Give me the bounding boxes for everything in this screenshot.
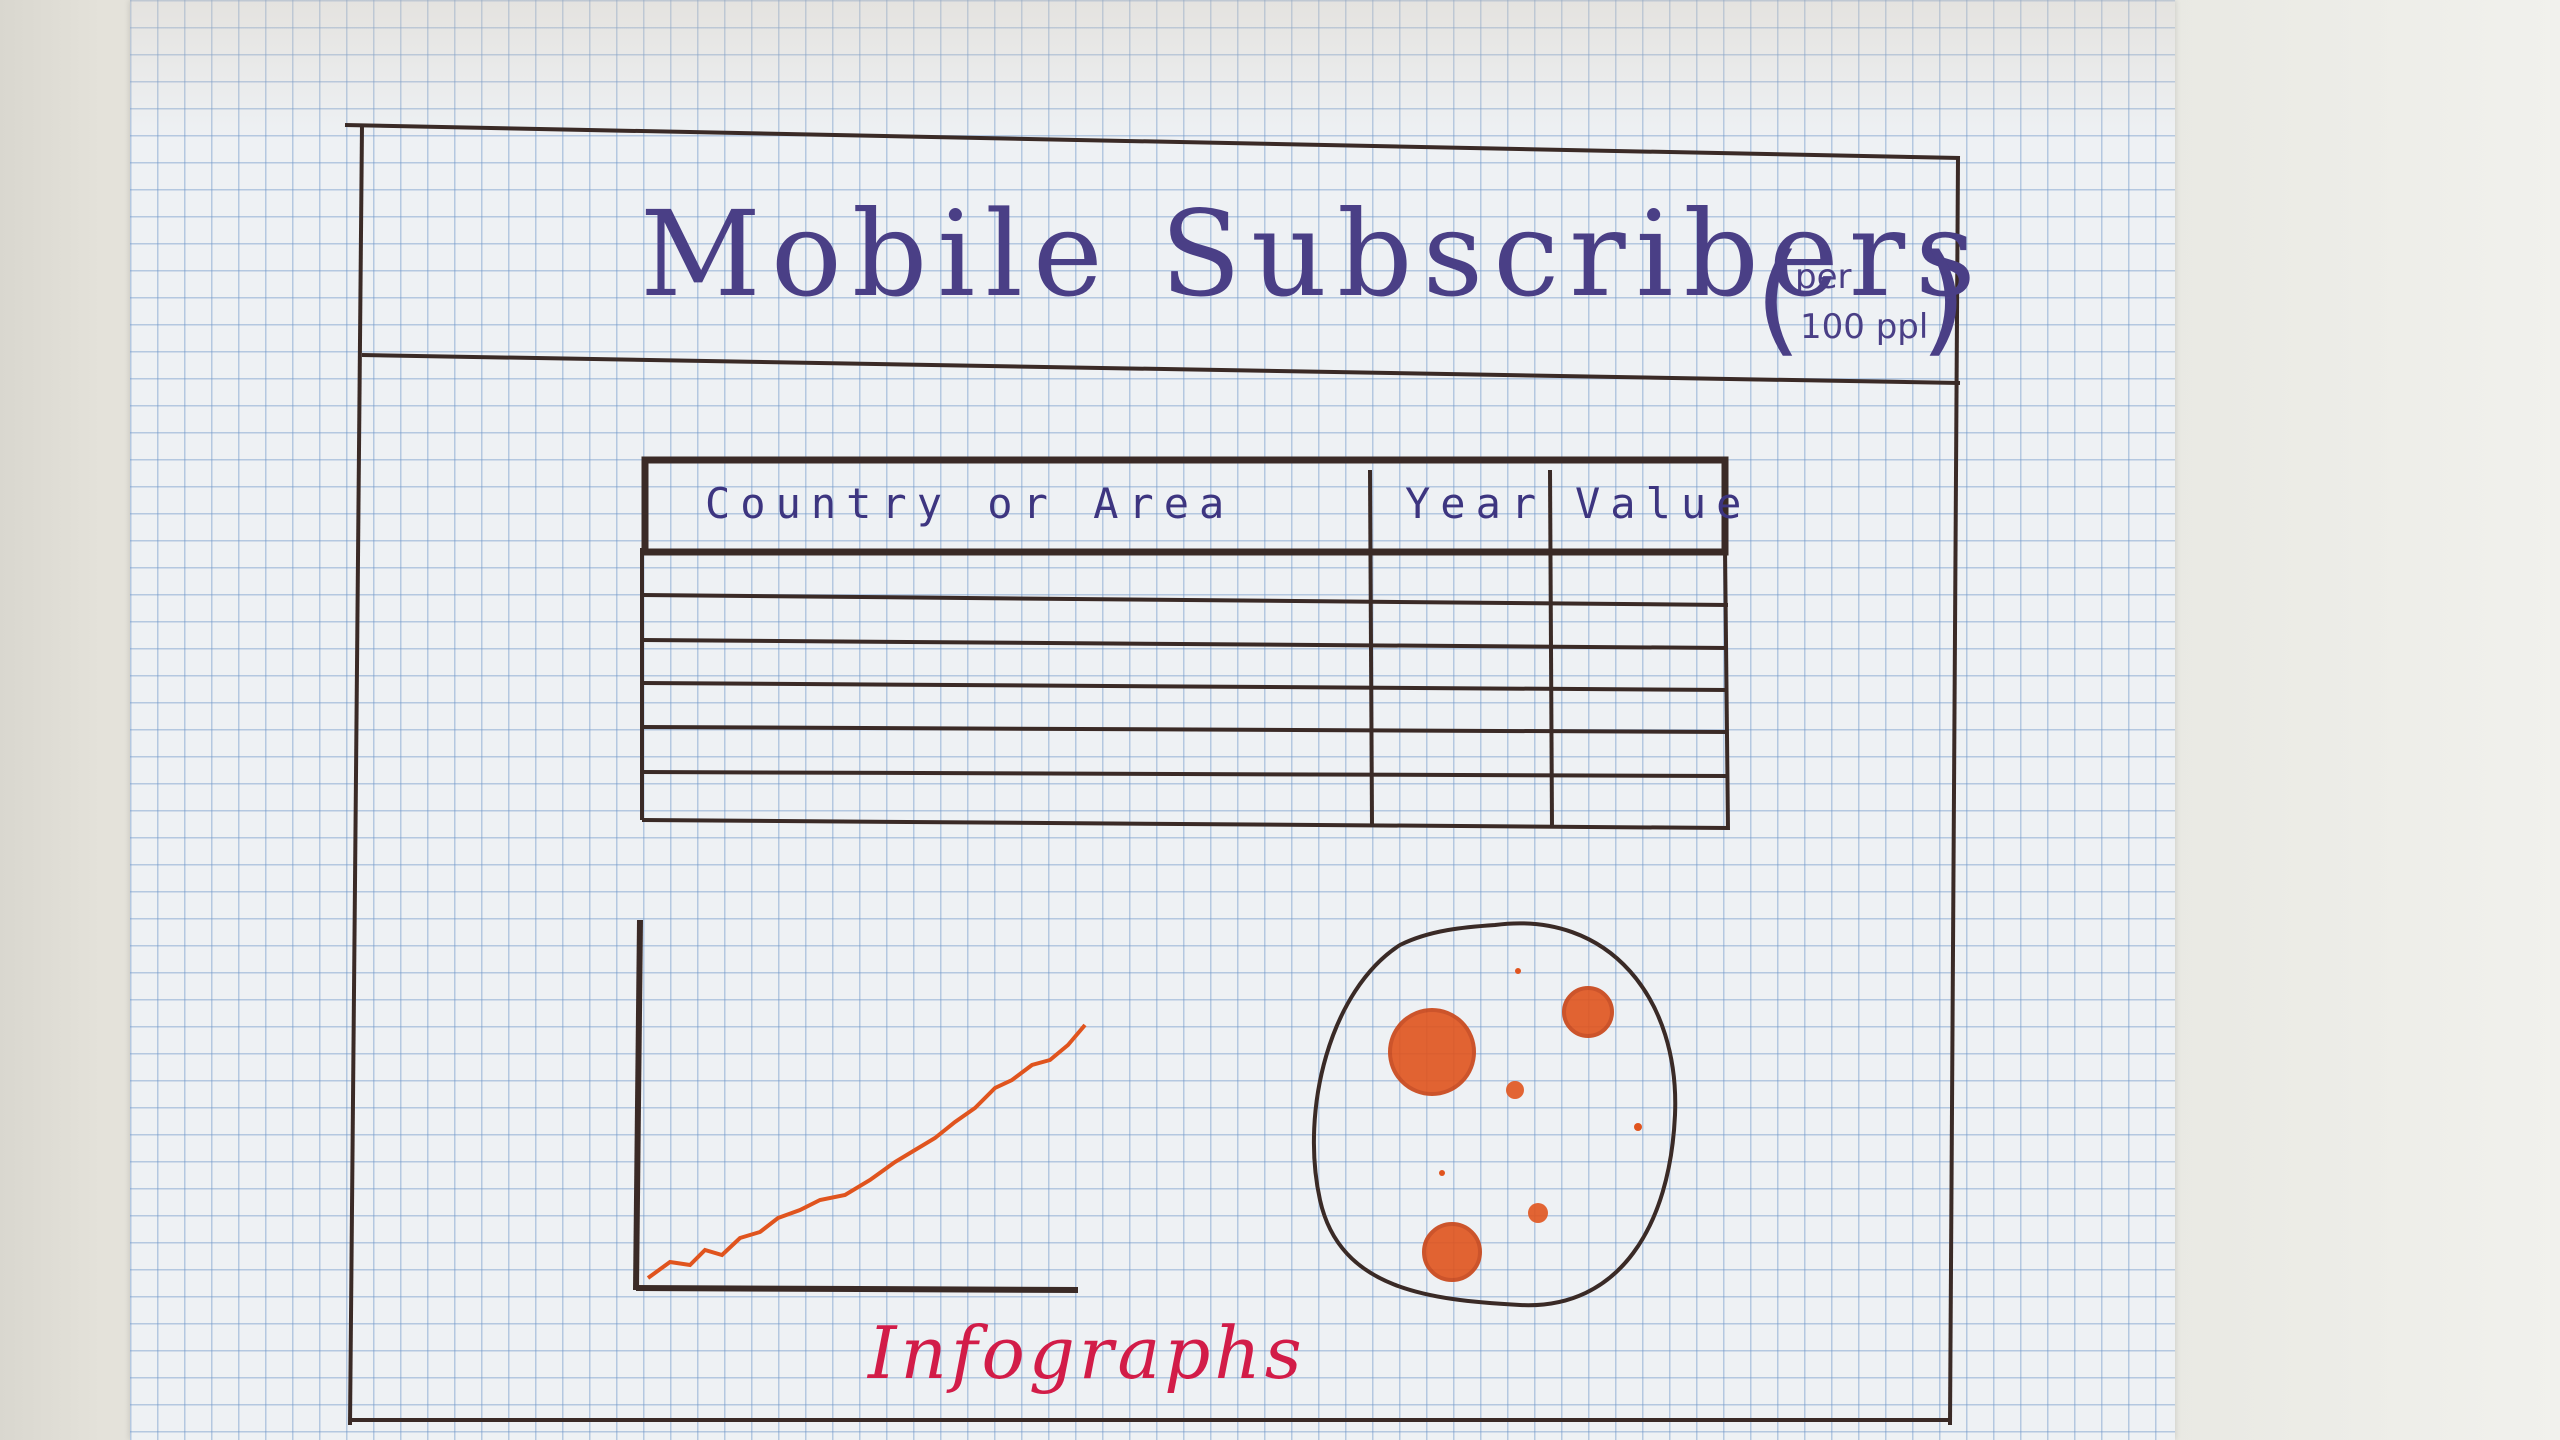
data-table [640, 456, 1730, 831]
close-paren: ) [1920, 230, 1967, 369]
column-header-value: Value [1575, 479, 1751, 528]
graph-paper-sheet [130, 0, 2175, 1440]
data-bubble [1634, 1123, 1642, 1131]
chart-x-axis [635, 1285, 1079, 1293]
column-divider-value [1548, 469, 1554, 829]
table-row [641, 638, 1729, 650]
chart-trend-line [646, 1023, 1087, 1280]
page-frame [344, 123, 1961, 1426]
line-chart-sketch [633, 919, 1087, 1293]
data-bubble [1506, 1081, 1524, 1099]
background-wall [2170, 0, 2560, 1440]
data-bubble [1422, 1222, 1482, 1282]
page-title: Mobile Subscribers [640, 185, 1986, 323]
table-header-box [641, 456, 1729, 556]
table-row [641, 818, 1729, 830]
table-rows [641, 593, 1729, 830]
table-header: Country or Area Year Value [705, 479, 1751, 528]
table-row [641, 770, 1729, 778]
bubble-map-sketch [1311, 921, 1678, 1308]
infographics-label: Infographs [866, 1311, 1306, 1395]
data-bubble [1439, 1170, 1445, 1176]
header: Mobile Subscribers ( per 100 ppl ) [640, 185, 1986, 369]
data-bubble [1388, 1008, 1476, 1096]
open-paren: ( [1755, 230, 1802, 369]
data-bubble [1562, 986, 1614, 1038]
data-bubble [1528, 1203, 1548, 1223]
header-divider [361, 353, 1961, 385]
column-header-country: Country or Area [705, 479, 1234, 528]
title-unit-bottom: 100 ppl [1800, 307, 1928, 347]
chart-y-axis [633, 919, 643, 1291]
paper-fold-shadow [130, 0, 2175, 140]
title-unit-top: per [1795, 257, 1852, 297]
globe-outline [1311, 921, 1678, 1308]
column-header-year: Year [1405, 479, 1546, 528]
data-bubble [1515, 968, 1521, 974]
table-row [641, 593, 1729, 607]
table-row [641, 681, 1729, 692]
table-row [641, 725, 1729, 734]
column-divider-year [1368, 469, 1374, 826]
